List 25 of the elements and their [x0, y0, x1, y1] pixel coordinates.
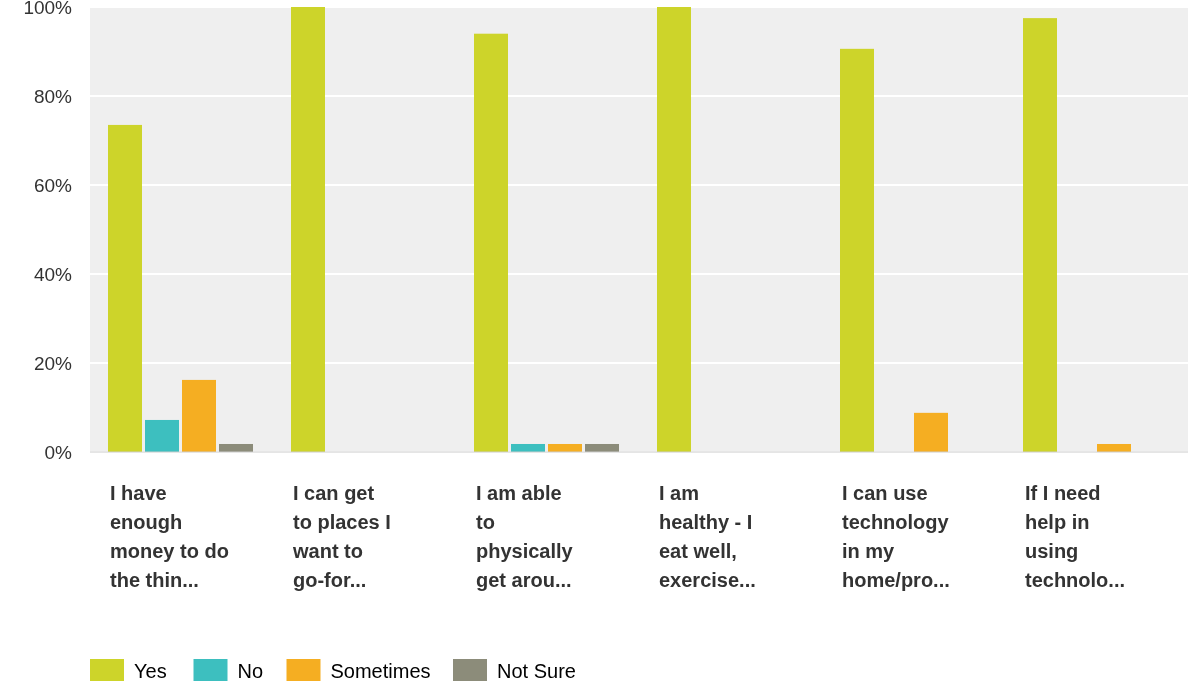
- x-tick-label: I am healthy - I eat well, exercise...: [659, 482, 756, 591]
- y-tick-label: 40%: [33, 263, 73, 285]
- legend-label: Sometimes: [330, 660, 431, 682]
- legend-label: No: [237, 660, 264, 682]
- bar: [145, 419, 179, 452]
- bar: [657, 7, 691, 452]
- y-tick-label: 0%: [44, 441, 73, 463]
- x-tick-label: If I need help in using technolo...: [1025, 482, 1125, 591]
- legend-label: Yes: [134, 660, 167, 682]
- y-tick-label: 60%: [33, 174, 73, 196]
- x-tick-label: I can use technology in my home/pro...: [842, 482, 950, 591]
- bar: [291, 7, 325, 452]
- bar: [474, 33, 508, 452]
- bar: [914, 412, 948, 452]
- legend-label: Not Sure: [497, 660, 576, 682]
- bar: [840, 48, 874, 452]
- bar: [108, 124, 142, 452]
- y-tick-label: 20%: [33, 352, 73, 374]
- x-tick-label: I am able to physically get arou...: [476, 482, 574, 591]
- y-tick-label: 100%: [23, 0, 73, 18]
- bar: [1023, 18, 1057, 452]
- x-tick-label: I have enough money to do the thin...: [110, 482, 229, 591]
- y-tick-label: 80%: [33, 85, 73, 107]
- x-tick-label: I can get to places I want to go-for...: [292, 482, 391, 591]
- bar: [182, 379, 216, 452]
